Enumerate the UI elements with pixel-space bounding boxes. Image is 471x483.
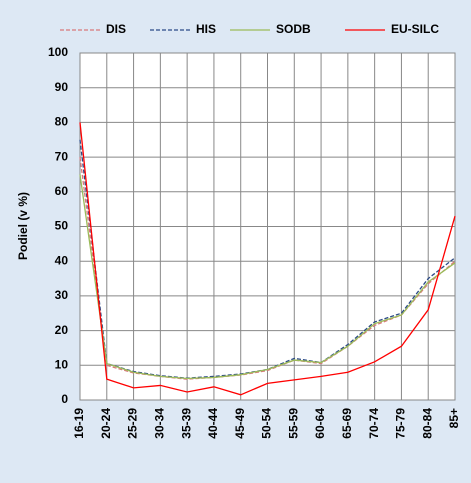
y-tick-label: 40 xyxy=(55,253,69,267)
x-tick-label: 65-69 xyxy=(340,408,354,439)
series-line xyxy=(79,139,456,379)
x-tick-label: 45-49 xyxy=(233,408,247,439)
plot-border xyxy=(79,52,456,401)
legend-label: EU-SILC xyxy=(391,22,439,36)
legend-label: HIS xyxy=(196,22,216,36)
y-tick-label: 30 xyxy=(55,288,69,302)
x-tick-label: 70-74 xyxy=(367,408,381,439)
x-tick-label: 30-34 xyxy=(153,408,167,439)
y-axis-label: Podiel (v %) xyxy=(16,192,30,260)
series-line xyxy=(79,174,456,380)
x-tick-label: 35-39 xyxy=(179,408,193,439)
x-tick-label: 80-84 xyxy=(420,408,434,439)
x-tick-label: 55-59 xyxy=(286,408,300,439)
legend-label: SODB xyxy=(276,22,311,36)
x-tick-label: 40-44 xyxy=(206,408,220,439)
x-tick-label: 50-54 xyxy=(260,408,274,439)
y-tick-label: 60 xyxy=(55,184,69,198)
legend-label: DIS xyxy=(106,22,126,36)
x-tick-label: 20-24 xyxy=(99,408,113,439)
y-tick-label: 10 xyxy=(55,357,69,371)
x-tick-label: 60-64 xyxy=(313,408,327,439)
y-tick-label: 0 xyxy=(61,392,68,406)
y-tick-label: 80 xyxy=(55,115,69,129)
x-tick-label: 75-79 xyxy=(394,408,408,439)
series-line xyxy=(79,122,456,396)
y-tick-label: 20 xyxy=(55,323,69,337)
y-tick-label: 50 xyxy=(55,219,69,233)
y-tick-label: 90 xyxy=(55,80,69,94)
y-tick-label: 70 xyxy=(55,149,69,163)
x-tick-label: 25-29 xyxy=(126,408,140,439)
x-tick-label: 16-19 xyxy=(72,408,86,439)
y-tick-label: 100 xyxy=(48,45,68,59)
x-tick-label: 85+ xyxy=(447,408,461,428)
